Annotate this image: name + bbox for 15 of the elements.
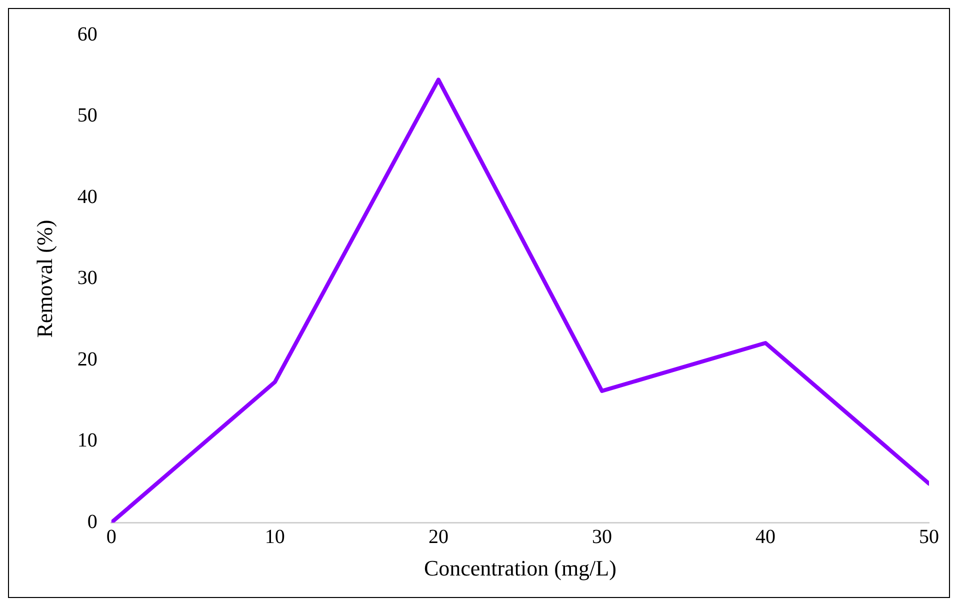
y-tick-label: 20: [77, 348, 98, 370]
y-tick-label: 30: [77, 267, 98, 290]
x-tick-label: 50: [919, 526, 939, 548]
y-tick-label: 0: [87, 510, 98, 533]
x-tick-label: 0: [106, 526, 116, 548]
y-axis-title: Removal (%): [32, 220, 57, 338]
x-tick-label: 20: [428, 526, 448, 548]
y-tick-label: 60: [77, 23, 98, 46]
y-tick-label: 40: [77, 186, 98, 208]
y-tick-label: 10: [77, 430, 98, 452]
x-tick-label: 40: [755, 526, 776, 548]
x-axis-title: Concentration (mg/L): [424, 556, 616, 581]
x-tick-label: 30: [592, 526, 612, 548]
x-tick-label: 10: [264, 526, 285, 548]
y-tick-label: 50: [77, 104, 98, 127]
